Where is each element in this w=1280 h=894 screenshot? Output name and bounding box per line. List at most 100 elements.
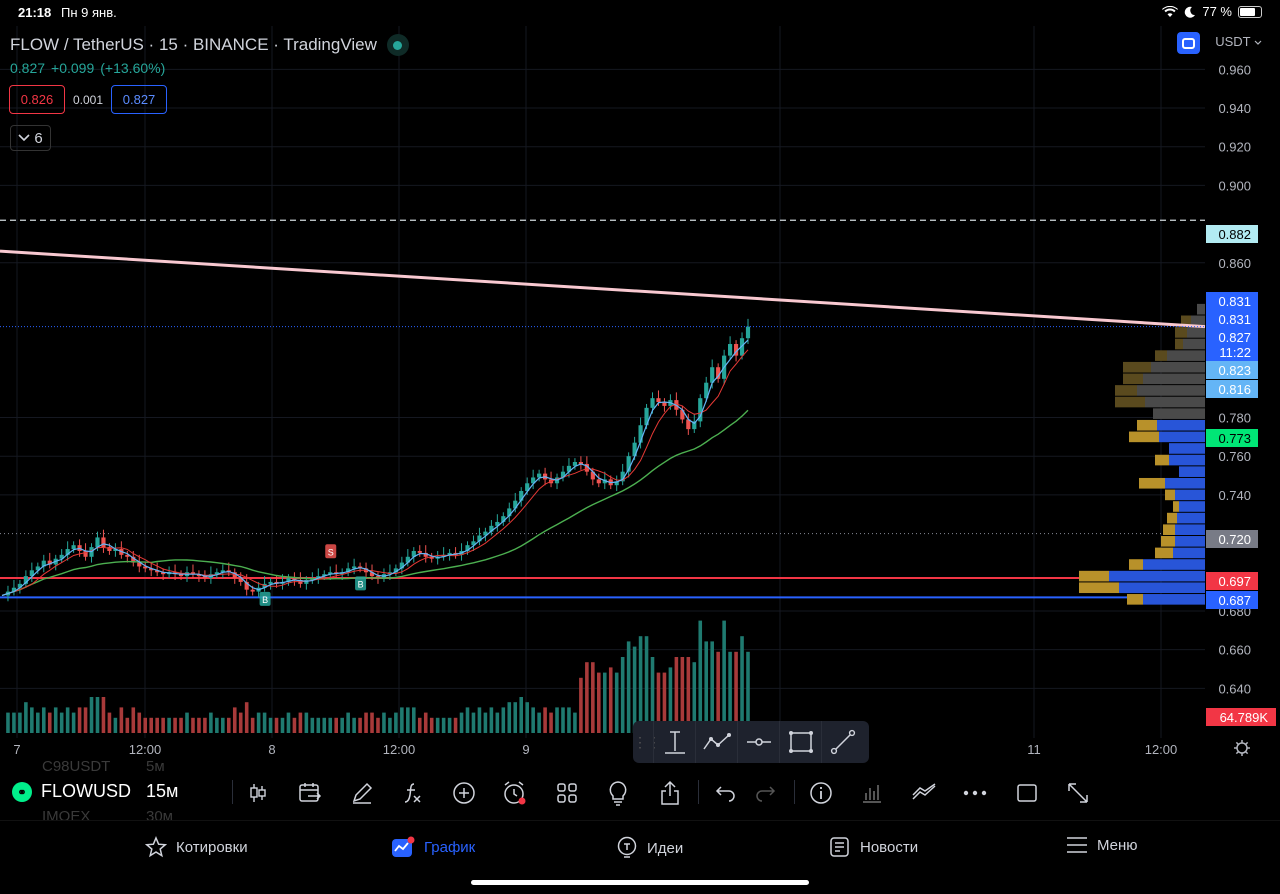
volume-bar: [507, 702, 512, 733]
indicators-toggle[interactable]: 6: [10, 125, 51, 151]
price-label-bg: [1206, 343, 1258, 361]
grid-icon: [557, 783, 577, 803]
candle-body: [41, 560, 46, 567]
sell-button[interactable]: 0.826: [9, 85, 65, 114]
volume-profile-up: [1181, 315, 1191, 327]
candle-body: [131, 556, 136, 563]
candle-body: [447, 552, 452, 555]
tab-menu[interactable]: Меню: [1066, 836, 1138, 854]
volume-bar: [53, 707, 58, 733]
gear-tooth: [1245, 741, 1249, 745]
price-chart[interactable]: 0.960 0.940 0.920 0.900 0.860 0.780 0.760 0.740…: [0, 0, 1280, 770]
volume-profile-down: [1143, 559, 1205, 570]
drawing-button[interactable]: [349, 780, 375, 806]
volume-bar: [89, 697, 94, 733]
date-range-button[interactable]: [297, 780, 323, 806]
volume-bar: [388, 717, 392, 733]
candle-body: [155, 570, 160, 573]
tab-label: Котировки: [176, 838, 248, 856]
price-label-bg: [1206, 328, 1258, 346]
price-label: 0.831: [1218, 312, 1251, 327]
volume-profile-down: [1169, 454, 1205, 466]
drag-handle[interactable]: ⋮⋮: [633, 733, 661, 750]
candle-body: [519, 491, 524, 501]
trend-line-tool[interactable]: [821, 721, 863, 763]
volume-profile-down: [1175, 489, 1205, 501]
candle-body: [268, 581, 273, 584]
volume-bar: [435, 717, 440, 733]
alert-button[interactable]: [502, 780, 528, 806]
volume-bar: [668, 667, 673, 733]
compare-button[interactable]: [911, 780, 937, 806]
volume-bar: [370, 712, 374, 733]
rectangle-tool[interactable]: [779, 721, 821, 763]
candle-body: [220, 570, 225, 573]
chart-legend[interactable]: FLOW / TetherUS · 15 · BINANCE · Trading…: [10, 34, 409, 56]
volume-bar: [441, 717, 446, 733]
ideas-button[interactable]: [605, 780, 631, 806]
symbol-search-button[interactable]: FLOWUSD: [41, 781, 131, 801]
undo-button[interactable]: [713, 780, 739, 806]
volume-label-bg: [1206, 708, 1276, 726]
long-position-tool[interactable]: [653, 721, 695, 763]
interval-button[interactable]: 15м: [146, 781, 179, 801]
volume-bars: [6, 620, 750, 733]
volume-bar: [101, 697, 106, 733]
change-pct: (+13.60%): [100, 60, 166, 76]
financials-button[interactable]: [859, 780, 885, 806]
currency-selector[interactable]: USDT: [1215, 34, 1262, 49]
candle-body: [596, 479, 601, 484]
tab-chart[interactable]: График: [391, 836, 475, 858]
price-tick: 0.900: [1218, 178, 1251, 193]
candle-body: [137, 562, 142, 567]
chart-icon: [392, 836, 415, 857]
tab-news[interactable]: Новости: [829, 836, 918, 858]
path-tool[interactable]: [695, 721, 737, 763]
redo-icon: [756, 786, 776, 802]
candle-body: [178, 574, 184, 577]
candle-body: [584, 463, 589, 472]
redo-button[interactable]: [752, 780, 778, 806]
indicators-button[interactable]: [399, 780, 425, 806]
volume-bar: [704, 641, 709, 733]
time-tick: 7: [13, 742, 20, 757]
chart-type-button[interactable]: [245, 780, 271, 806]
moon-icon: [1185, 6, 1196, 18]
candle-body: [698, 398, 703, 422]
horizontal-ray-tool[interactable]: [737, 721, 779, 763]
candle-body: [304, 579, 309, 584]
volume-bar: [36, 712, 40, 733]
square-icon: [1017, 784, 1037, 802]
volume-bar: [674, 657, 679, 733]
layout-single-button[interactable]: [1014, 780, 1040, 806]
volume-profile-up: [1175, 327, 1187, 338]
volume-bar: [447, 717, 452, 733]
candle-body: [525, 483, 530, 492]
candle-body: [590, 471, 595, 480]
volume-profile-up: [1129, 559, 1143, 570]
chevron-down-icon: [18, 134, 30, 142]
volume-bar: [65, 707, 70, 733]
candle-body: [411, 550, 416, 557]
more-button[interactable]: [962, 780, 988, 806]
fullscreen-button[interactable]: [1065, 780, 1091, 806]
tab-ideas[interactable]: Идеи: [616, 836, 683, 860]
chart-layout-button[interactable]: [1177, 32, 1200, 54]
layouts-button[interactable]: [554, 780, 580, 806]
share-button[interactable]: [657, 780, 683, 806]
volume-bar: [525, 702, 529, 733]
info-button[interactable]: [808, 780, 834, 806]
battery-icon: [1238, 5, 1262, 18]
volume-bar: [477, 707, 482, 733]
candle-body: [113, 549, 118, 551]
tab-quotes[interactable]: Котировки: [145, 836, 248, 858]
volume-bar: [221, 717, 225, 733]
volume-bar: [352, 717, 356, 733]
buy-button[interactable]: 0.827: [111, 85, 168, 114]
ghost-interval: 5м: [146, 758, 165, 775]
compare-icon: [912, 783, 936, 800]
add-button[interactable]: [451, 780, 477, 806]
status-right: 77 %: [1162, 4, 1262, 19]
time-tick: 8: [268, 742, 275, 757]
volume-profile-down: [1145, 396, 1205, 408]
